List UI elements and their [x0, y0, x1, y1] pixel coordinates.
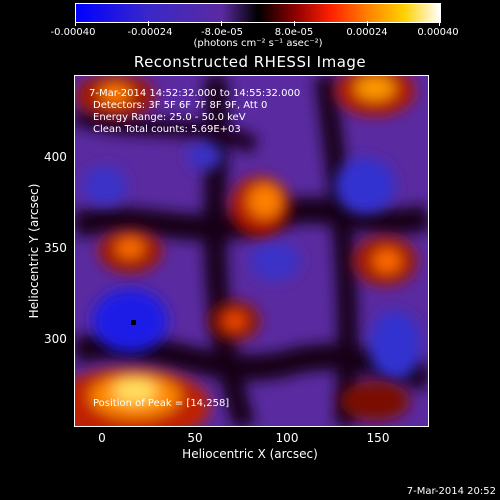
colorbar-tick-label: 0.00024 — [346, 27, 388, 38]
rhessi-image: 7-Mar-2014 14:52:32.000 to 14:55:32.000 … — [74, 75, 429, 427]
x-axis-label: Heliocentric X (arcsec) — [182, 447, 318, 461]
plot-title: Reconstructed RHESSI Image — [133, 53, 367, 71]
peak-position-text: Position of Peak = [14,258] — [93, 398, 230, 409]
blue-regions — [83, 142, 421, 381]
colorbar-units: (photons cm⁻² s⁻¹ asec⁻²) — [193, 38, 323, 49]
y-tick-label: 400 — [44, 150, 67, 164]
colorbar-tick-label: -0.00040 — [50, 27, 96, 38]
footer-timestamp: 7-Mar-2014 20:52 — [406, 486, 496, 497]
x-tick-label: 0 — [98, 431, 106, 445]
colorbar-tick — [294, 21, 295, 26]
energy-range-text: Energy Range: 25.0 - 50.0 keV — [93, 112, 246, 123]
colorbar-tick-label: -0.00024 — [127, 27, 173, 38]
clean-text: Clean Total counts: 5.69E+03 — [93, 124, 241, 135]
y-tick-label: 300 — [44, 332, 67, 346]
colorbar-tick-label: 0.00040 — [417, 27, 459, 38]
colorbar-tick — [221, 21, 222, 26]
colorbar-ticks — [75, 21, 441, 27]
y-axis-label: Heliocentric Y (arcsec) — [27, 183, 41, 319]
x-tick-label: 50 — [187, 431, 203, 445]
y-tick-label: 350 — [44, 241, 67, 255]
emission-sources — [75, 76, 417, 426]
image-map — [75, 76, 428, 426]
colorbar-tick — [148, 21, 149, 26]
colorbar-tick — [439, 21, 440, 26]
colorbar-tick-label: -8.0e-05 — [201, 27, 243, 38]
colorbar-tick — [75, 21, 76, 26]
colorbar — [75, 3, 441, 23]
x-tick-label: 100 — [275, 431, 299, 445]
detectors-text: Detectors: 3F 5F 6F 7F 8F 9F, Att 0 — [93, 100, 268, 111]
peak-marker — [131, 320, 136, 325]
time-range: 7-Mar-2014 14:52:32.000 to 14:55:32.000 — [89, 88, 301, 99]
colorbar-tick-label: 8.0e-05 — [274, 27, 314, 38]
colorbar-tick — [367, 21, 368, 26]
x-tick-label: 150 — [366, 431, 390, 445]
